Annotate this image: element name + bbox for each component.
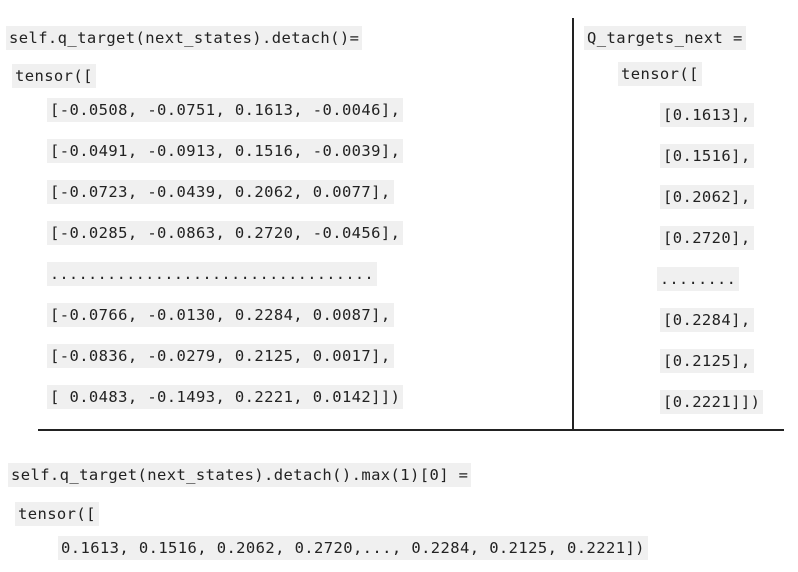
right-ellipsis-row: ........ <box>657 267 740 291</box>
bottom-header: self.q_target(next_states).detach().max(… <box>8 463 472 487</box>
left-row-2: [-0.0491, -0.0913, 0.1516, -0.0039], <box>47 139 404 163</box>
right-row-4: [0.2720], <box>660 226 754 250</box>
right-row-2: [0.1516], <box>660 144 754 168</box>
left-row-7: [ 0.0483, -0.1493, 0.2221, 0.0142]]) <box>47 385 404 409</box>
right-row-3: [0.2062], <box>660 185 754 209</box>
right-row-7: [0.2221]]) <box>660 390 764 414</box>
right-row-5: [0.2284], <box>660 308 754 332</box>
vertical-divider <box>572 18 574 430</box>
right-header: Q_targets_next = <box>584 26 746 50</box>
right-tensor-open: tensor([ <box>618 62 702 86</box>
right-row-1: [0.1613], <box>660 103 754 127</box>
left-ellipsis-row: .................................. <box>47 262 378 286</box>
left-tensor-open: tensor([ <box>12 64 96 88</box>
left-row-1: [-0.0508, -0.0751, 0.1613, -0.0046], <box>47 98 404 122</box>
bottom-tensor-open: tensor([ <box>15 502 99 526</box>
right-row-6: [0.2125], <box>660 349 754 373</box>
left-row-3: [-0.0723, -0.0439, 0.2062, 0.0077], <box>47 180 394 204</box>
left-row-5: [-0.0766, -0.0130, 0.2284, 0.0087], <box>47 303 394 327</box>
left-row-6: [-0.0836, -0.0279, 0.2125, 0.0017], <box>47 344 394 368</box>
horizontal-divider <box>38 429 784 431</box>
left-header: self.q_target(next_states).detach()= <box>6 26 363 50</box>
left-row-4: [-0.0285, -0.0863, 0.2720, -0.0456], <box>47 221 404 245</box>
bottom-values: 0.1613, 0.1516, 0.2062, 0.2720,..., 0.22… <box>58 536 648 560</box>
